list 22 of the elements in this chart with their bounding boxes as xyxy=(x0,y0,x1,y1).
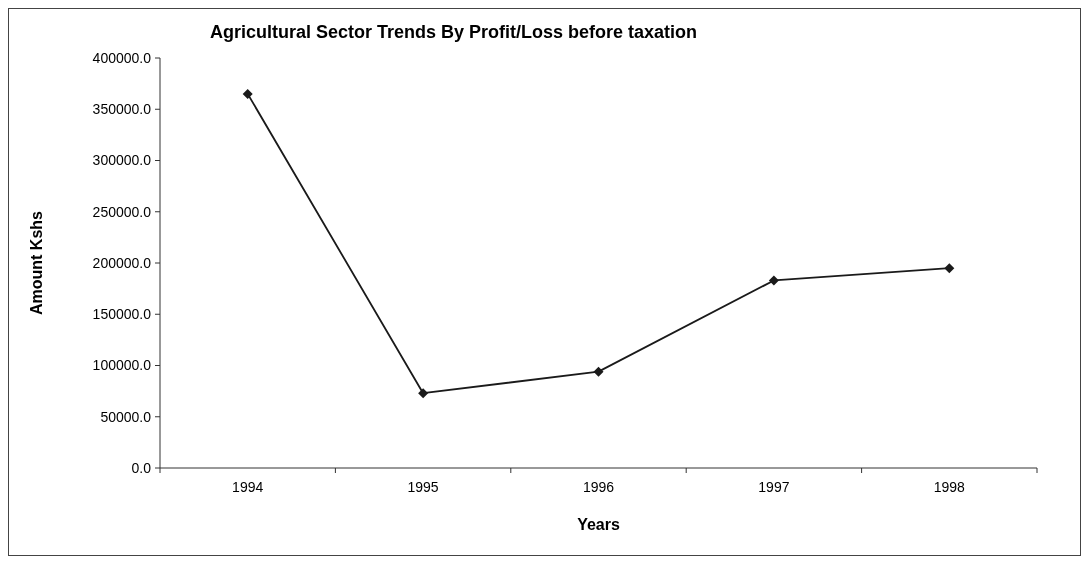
y-tick-label: 250000.0 xyxy=(92,203,152,220)
x-tick-label: 1997 xyxy=(758,479,790,495)
y-tick-label: 350000.0 xyxy=(92,101,152,118)
point xyxy=(242,88,253,99)
chart-title: Agricultural Sector Trends By Profit/Loss before taxation xyxy=(210,22,698,42)
point xyxy=(944,263,955,274)
y-tick-label: 0.0 xyxy=(131,459,152,476)
y-tick-label: 400000.0 xyxy=(92,49,152,66)
x-axis-title: Years xyxy=(577,516,620,533)
x-tick-label: 1996 xyxy=(582,479,615,495)
y-tick-label: 150000.0 xyxy=(92,306,152,323)
y-tick-label: 100000.0 xyxy=(92,357,152,374)
x-tick-label: 1998 xyxy=(933,479,966,495)
y-tick-label: 300000.0 xyxy=(92,152,152,169)
point xyxy=(768,275,779,286)
x-tick-label: 1995 xyxy=(407,479,439,495)
x-tick-label: 1994 xyxy=(232,479,264,495)
y-axis-title: Amount Kshs xyxy=(28,210,45,315)
y-tick-label: 50000.0 xyxy=(100,408,152,425)
point xyxy=(418,388,429,399)
point xyxy=(593,366,604,377)
y-tick-label: 200000.0 xyxy=(92,254,152,271)
